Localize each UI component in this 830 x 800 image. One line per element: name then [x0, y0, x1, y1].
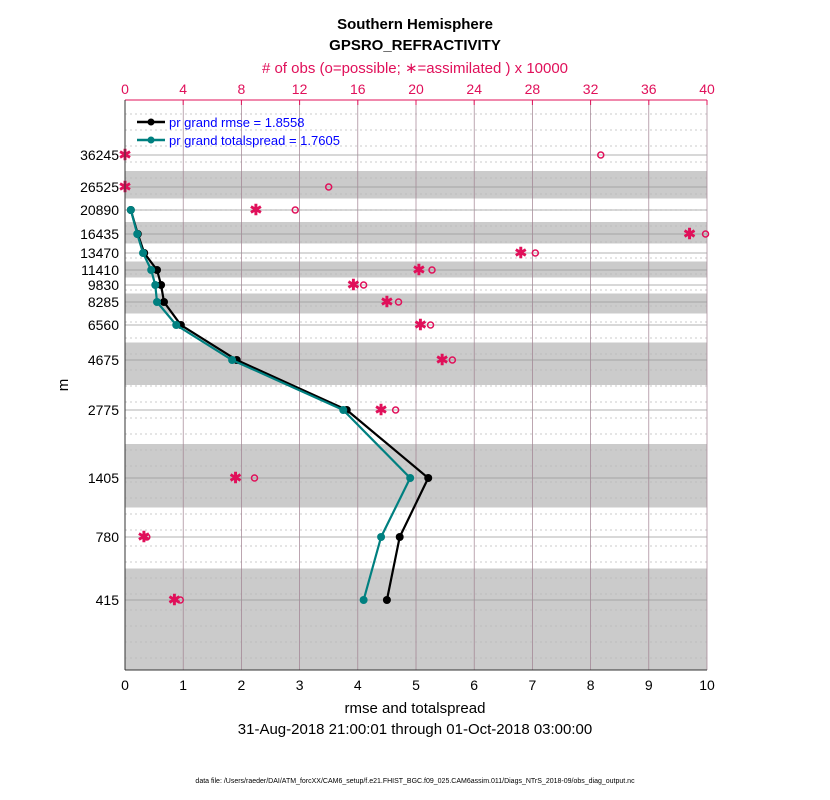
y-tick-label: 13470: [80, 245, 119, 261]
y-tick-label: 415: [96, 592, 120, 608]
date-range-label: 31-Aug-2018 21:00:01 through 01-Oct-2018…: [238, 721, 592, 738]
spread-point: [153, 298, 162, 306]
spread-point: [359, 596, 368, 604]
x-tick-label: 0: [121, 677, 129, 693]
x-tick-label: 3: [296, 677, 304, 693]
y-tick-label: 36245: [80, 147, 119, 163]
obs-possible-point: [250, 474, 259, 482]
obs-assimilated-point: ✱: [381, 294, 394, 311]
rmse-point: [395, 533, 404, 541]
top-x-tick-label: 4: [179, 81, 187, 97]
obs-assimilated-point: ✱: [229, 470, 242, 487]
rmse-point: [157, 281, 166, 289]
y-tick-label: 8285: [88, 294, 119, 310]
obs-assimilated-point: ✱: [436, 352, 449, 369]
x-tick-label: 4: [354, 677, 362, 693]
obs-assimilated-point: ✱: [250, 202, 263, 219]
top-x-tick-label: 24: [466, 81, 482, 97]
x-tick-label: 10: [699, 677, 715, 693]
obs-possible-point: [394, 298, 403, 306]
obs-possible-point: [448, 356, 457, 364]
spread-point: [139, 249, 148, 257]
obs-assimilated-point: ✱: [683, 226, 696, 243]
y-tick-label: 4675: [88, 352, 119, 368]
rmse-point: [159, 298, 168, 306]
x-tick-label: 9: [645, 677, 653, 693]
spread-point: [126, 206, 135, 214]
x-tick-label: 6: [470, 677, 478, 693]
obs-possible-point: [176, 596, 185, 604]
legend-rmse: pr grand rmse = 1.8558: [169, 115, 305, 130]
obs-assimilated-point: ✱: [347, 277, 360, 294]
spread-point: [377, 533, 386, 541]
top-x-tick-label: 32: [583, 81, 599, 97]
y-tick-label: 9830: [88, 277, 119, 293]
y-axis-label: m: [55, 379, 72, 392]
top-x-tick-label: 8: [238, 81, 246, 97]
obs-possible-point: [597, 151, 605, 159]
chart-title: Southern Hemisphere: [337, 16, 493, 33]
top-x-tick-label: 20: [408, 81, 424, 97]
spread-point: [133, 230, 142, 238]
x-tick-label: 5: [412, 677, 420, 693]
rmse-point: [382, 596, 391, 604]
top-x-tick-label: 16: [350, 81, 366, 97]
obs-possible-point: [143, 533, 151, 541]
top-x-tick-label: 36: [641, 81, 657, 97]
obs-possible-point: [428, 266, 436, 274]
rmse-point: [153, 266, 162, 274]
obs-assimilated-point: ✱: [514, 245, 527, 262]
x-axis-label: rmse and totalspread: [345, 700, 486, 717]
spread-point: [339, 406, 348, 414]
spread-point: [172, 321, 181, 329]
obs-assimilated-point: ✱: [413, 262, 426, 279]
obs-possible-point: [426, 321, 435, 329]
spread-point: [228, 356, 237, 364]
legend-rmse-marker: [147, 118, 155, 126]
y-tick-label: 6560: [88, 317, 119, 333]
obs-possible-point: [324, 183, 333, 191]
legend-spread: pr grand totalspread = 1.7605: [169, 133, 340, 148]
y-tick-label: 2775: [88, 402, 119, 418]
y-tick-label: 780: [96, 529, 120, 545]
obs-assimilated-point: ✱: [375, 402, 388, 419]
top-x-tick-label: 12: [292, 81, 308, 97]
footer-datafile: data file: /Users/raeder/DAI/ATM_forcXX/…: [195, 778, 635, 785]
top-axis-label: # of obs (o=possible; ∗=assimilated ) x …: [262, 60, 568, 77]
legend-spread-marker: [147, 136, 155, 144]
spread-point: [151, 281, 160, 289]
obs-possible-point: [291, 206, 299, 214]
obs-possible-point: [531, 249, 540, 257]
y-tick-label: 1405: [88, 470, 119, 486]
y-tick-label: 26525: [80, 179, 119, 195]
rmse-point: [424, 474, 433, 482]
chart-subtitle: GPSRO_REFRACTIVITY: [329, 37, 501, 54]
top-x-tick-label: 0: [121, 81, 129, 97]
x-tick-label: 1: [179, 677, 187, 693]
y-tick-label: 11410: [81, 262, 119, 278]
y-tick-label: 20890: [80, 202, 119, 218]
obs-assimilated-point: ✱: [168, 592, 181, 609]
spread-point: [147, 266, 156, 274]
obs-possible-point: [701, 230, 710, 238]
obs-possible-point: [391, 406, 400, 414]
obs-assimilated-point: ✱: [138, 529, 151, 546]
obs-possible-point: [359, 281, 368, 289]
top-x-tick-label: 40: [699, 81, 715, 97]
top-x-tick-label: 28: [525, 81, 541, 97]
y-tick-label: 16435: [80, 226, 119, 242]
legend: pr grand rmse = 1.8558 pr grand totalspr…: [137, 115, 340, 148]
x-tick-label: 2: [238, 677, 246, 693]
x-tick-label: 7: [529, 677, 537, 693]
obs-assimilated-point: ✱: [414, 317, 427, 334]
x-tick-label: 8: [587, 677, 595, 693]
spread-point: [406, 474, 415, 482]
